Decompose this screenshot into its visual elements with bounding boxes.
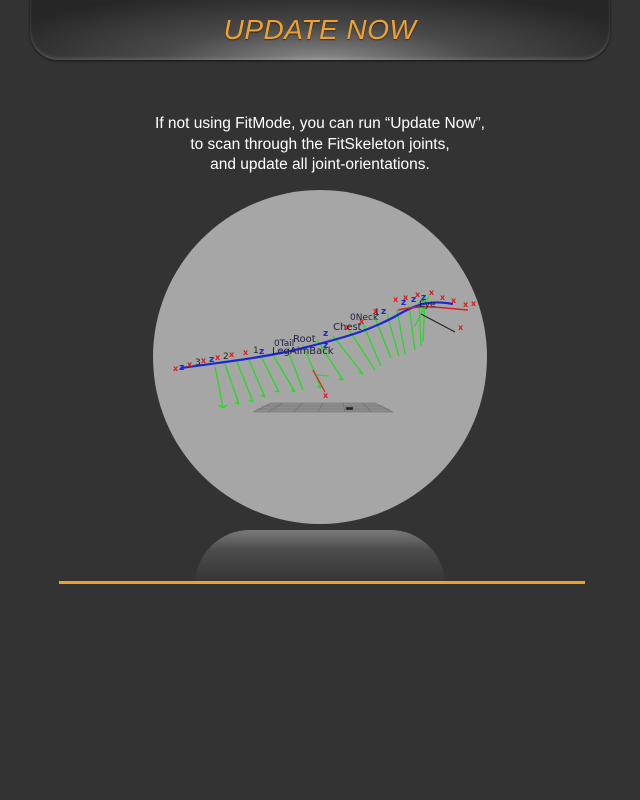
joint-labels: Root LegAimBack 0Tail Chest 0Neck Eye 3 … <box>195 300 436 368</box>
svg-text:x: x <box>471 299 477 308</box>
svg-text:x: x <box>173 364 179 373</box>
header-banner: UPDATE NOW <box>30 0 610 60</box>
neck-label-1: 1 <box>374 308 380 318</box>
svg-text:z: z <box>381 307 386 317</box>
description-line-1: If not using FitMode, you can run “Updat… <box>155 115 485 132</box>
description-line-3: and update all joint-orientations. <box>210 156 430 173</box>
svg-text:x: x <box>458 323 464 332</box>
svg-text:z: z <box>259 347 264 357</box>
svg-text:x: x <box>429 288 435 297</box>
svg-text:z: z <box>209 355 214 365</box>
joint-label-neck: 0Neck <box>350 313 379 323</box>
svg-text:x: x <box>403 293 409 302</box>
svg-text:z: z <box>411 295 416 305</box>
spine-curve <box>180 301 469 393</box>
spine-label-2: 2 <box>223 352 229 362</box>
svg-text:z: z <box>179 363 184 373</box>
joint-orientation-arrows <box>214 295 430 409</box>
joint-label-chest: Chest <box>333 322 362 333</box>
svg-text:x: x <box>373 307 379 316</box>
description-text: If not using FitMode, you can run “Updat… <box>60 114 580 176</box>
svg-text:x: x <box>201 356 207 365</box>
spine-label-3: 3 <box>195 358 201 368</box>
joint-label-tail: 0Tail <box>274 339 294 349</box>
description-line-2: to scan through the FitSkeleton joints, <box>190 135 450 153</box>
svg-text:z: z <box>323 329 328 339</box>
section-divider <box>59 581 585 584</box>
svg-text:x: x <box>393 295 399 304</box>
svg-text:x: x <box>415 290 421 299</box>
svg-text:x: x <box>229 350 235 359</box>
viewport-reflection <box>195 530 445 585</box>
page-title: UPDATE NOW <box>223 14 417 45</box>
spine-label-1: 1 <box>253 346 259 356</box>
svg-text:x: x <box>187 360 193 369</box>
svg-text:x: x <box>215 353 221 362</box>
svg-text:x: x <box>463 300 469 309</box>
joint-label-eye: Eye <box>419 300 436 310</box>
svg-text:x: x <box>243 348 249 357</box>
svg-text:x: x <box>451 296 457 305</box>
joint-label-legaimback: LegAimBack <box>272 346 334 357</box>
axis-z-markers: z z z z z z z z z <box>179 293 426 373</box>
svg-text:z: z <box>323 341 328 351</box>
svg-text:z: z <box>421 293 426 303</box>
svg-text:x: x <box>345 323 351 332</box>
svg-text:x: x <box>440 293 446 302</box>
svg-text:x: x <box>323 391 329 400</box>
svg-text:x: x <box>359 317 365 326</box>
joint-label-root: Root <box>293 334 316 345</box>
svg-text:z: z <box>401 298 406 308</box>
ground-grid <box>252 402 394 413</box>
